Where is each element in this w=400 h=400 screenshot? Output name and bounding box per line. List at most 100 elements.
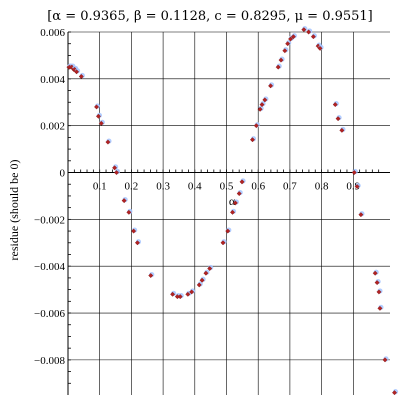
data-point-marker (253, 123, 259, 129)
y-axis-label: residue (should be 0) (7, 160, 21, 261)
data-point (250, 136, 257, 143)
y-tick-label: −0.004 (34, 261, 65, 273)
x-axis-label: α (229, 194, 236, 208)
data-point (74, 68, 81, 75)
data-point (199, 276, 206, 283)
data-point (131, 227, 138, 234)
data-point (354, 182, 361, 190)
data-point (114, 168, 121, 175)
data-point (290, 33, 297, 40)
data-point (376, 288, 383, 295)
data-point-marker (374, 280, 380, 286)
data-point-marker (239, 179, 245, 185)
grid (68, 31, 390, 395)
data-point (335, 115, 342, 122)
data-point-marker (262, 97, 268, 103)
data-point (310, 33, 317, 40)
data-point-marker (170, 291, 176, 297)
x-axis-ticks: 0.1 0.2 0.3 0.4 0.5 0.6 0.7 0.8 0.9 (93, 181, 361, 193)
data-point (112, 164, 119, 171)
data-point-marker (177, 294, 183, 300)
data-point (332, 101, 339, 108)
data-point-marker (121, 198, 127, 204)
x-tick-label: 0.6 (251, 181, 265, 193)
data-point (232, 199, 239, 206)
y-tick-label: 0 (60, 168, 66, 180)
data-point (392, 389, 399, 396)
data-point-marker (278, 57, 284, 63)
data-point-marker (250, 137, 255, 143)
data-point (358, 211, 365, 218)
y-tick-label: −0.006 (34, 308, 65, 320)
data-point-marker (392, 390, 397, 396)
x-tick-label: 0.3 (156, 181, 170, 193)
data-point-marker (74, 69, 80, 75)
x-tick-label: 0.5 (220, 181, 234, 193)
data-point (285, 40, 292, 47)
data-point (301, 26, 308, 33)
data-point-marker (232, 200, 238, 206)
data-point-marker (78, 74, 84, 79)
data-point-marker (134, 240, 140, 246)
chart-title: [α = 0.9365, β = 0.1128, c = 0.8295, μ =… (47, 9, 373, 24)
data-point (98, 119, 105, 126)
data-point-marker (376, 289, 382, 295)
x-tick-label: 0.8 (315, 181, 329, 193)
data-point (220, 239, 227, 246)
data-point-marker (351, 170, 357, 175)
data-point-marker (285, 41, 291, 47)
data-point-marker (335, 116, 341, 122)
data-point-marker (317, 45, 323, 51)
data-point (259, 101, 266, 108)
data-point-marker (98, 120, 104, 126)
data-point (372, 269, 379, 276)
data-point-marker (105, 139, 111, 145)
data-point-marker (358, 212, 364, 218)
data-point-marker (339, 127, 345, 133)
data-point-marker (354, 184, 360, 190)
data-point-marker (310, 34, 316, 40)
data-point-marker (288, 36, 294, 42)
data-point (189, 288, 196, 295)
data-point-marker (95, 113, 101, 119)
data-point (105, 138, 112, 145)
data-point-marker (257, 106, 263, 112)
y-tick-label: 0.002 (40, 121, 65, 133)
data-point-marker (382, 357, 388, 363)
data-point-marker (236, 191, 242, 197)
data-point-marker (275, 64, 281, 70)
y-tick-label: 0.006 (40, 27, 65, 39)
data-point-marker (225, 228, 231, 234)
data-point (339, 126, 346, 133)
data-point (78, 72, 85, 79)
data-point-marker (290, 34, 296, 40)
y-tick-label: 0.004 (40, 74, 65, 86)
y-axis-ticks: 0.006 0.004 0.002 0 −0.002 −0.004 −0.006 −0.008 (34, 27, 65, 367)
y-tick-label: −0.002 (34, 214, 65, 226)
data-point (134, 239, 142, 246)
data-point (268, 82, 275, 89)
data-point-marker (332, 102, 338, 108)
x-tick-label: 0.1 (93, 181, 107, 193)
axes (67, 31, 390, 395)
data-point-marker (220, 240, 226, 246)
data-point (177, 293, 184, 300)
data-point (382, 356, 389, 363)
data-point-marker (199, 277, 205, 283)
data-point (207, 264, 214, 272)
data-point (351, 168, 358, 175)
data-point (170, 290, 177, 297)
data-point (225, 227, 232, 234)
data-point-marker (282, 48, 288, 54)
y-tick-label: −0.008 (34, 355, 65, 367)
data-point-marker (112, 165, 118, 171)
data-point (374, 278, 381, 286)
data-point (257, 105, 264, 112)
data-point (239, 178, 246, 185)
data-point (278, 56, 285, 63)
data-point-marker (230, 209, 236, 215)
data-point (196, 281, 203, 288)
data-point-marker (94, 104, 100, 110)
data-point-marker (148, 273, 154, 279)
